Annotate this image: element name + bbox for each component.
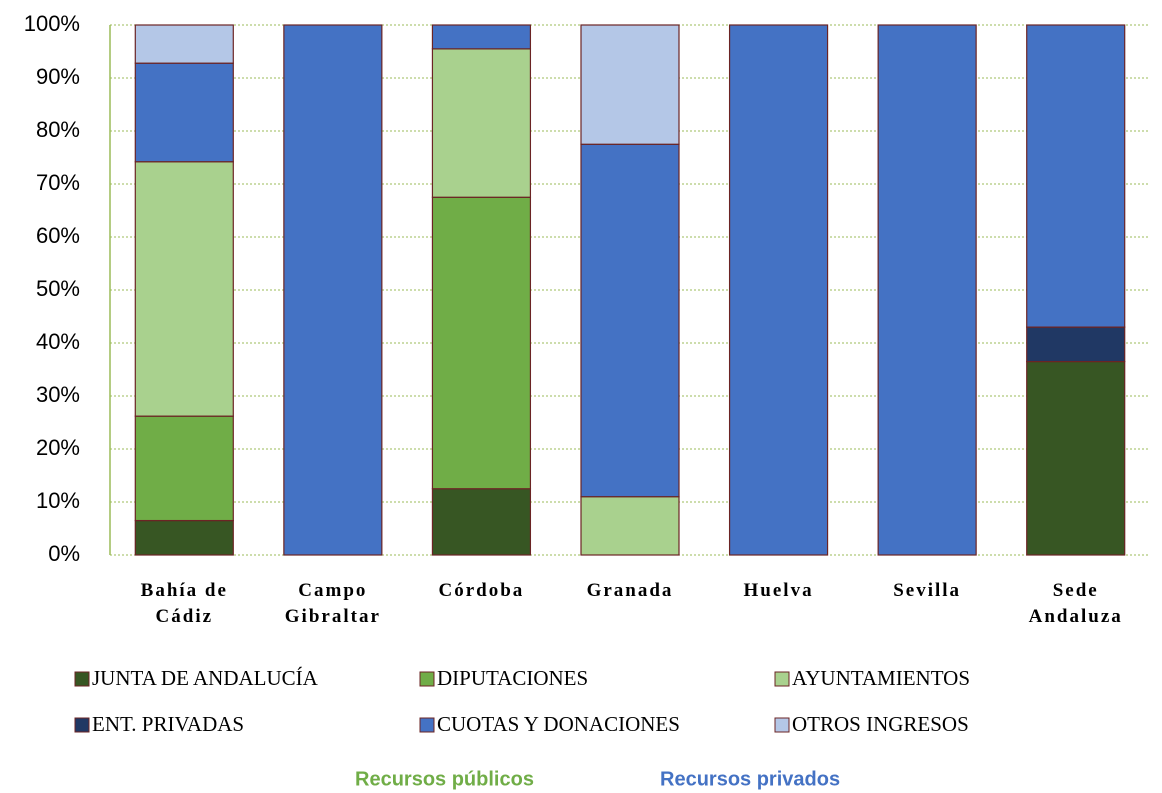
bar-segment xyxy=(1026,326,1126,363)
legend-swatch xyxy=(74,671,90,687)
y-tick-label: 80% xyxy=(36,117,80,142)
bar-segment xyxy=(1026,24,1126,328)
legend-swatch xyxy=(774,717,790,733)
x-tick-label: Huelva xyxy=(743,580,814,601)
bar-segment xyxy=(877,24,977,556)
legend-label: CUOTAS Y DONACIONES xyxy=(437,712,680,736)
legend-label: AYUNTAMIENTOS xyxy=(792,666,970,690)
legend-swatch xyxy=(419,671,435,687)
legend-label: ENT. PRIVADAS xyxy=(92,712,244,736)
bar-segment xyxy=(431,24,532,50)
x-tick-label: Sevilla xyxy=(893,580,962,601)
legend-swatch xyxy=(774,671,790,687)
bar-segment xyxy=(134,24,234,64)
bar-segment xyxy=(134,62,234,163)
bar-segment xyxy=(431,48,532,198)
bar-segment xyxy=(134,415,234,522)
x-tick-label: Bahía de Cádiz xyxy=(140,580,228,627)
y-tick-label: 100% xyxy=(24,11,80,36)
y-tick-label: 20% xyxy=(36,435,80,460)
x-tick-label: Granada xyxy=(586,580,674,601)
legend-swatch xyxy=(419,717,435,733)
legend-swatch xyxy=(74,717,90,733)
y-tick-label: 10% xyxy=(36,488,80,513)
y-tick-label: 90% xyxy=(36,64,80,89)
x-tick-label: Campo Gibraltar xyxy=(284,580,381,627)
x-tick-label: Sede Andaluza xyxy=(1028,580,1123,627)
bar-segment xyxy=(580,143,680,498)
bar-segment xyxy=(580,496,680,556)
x-tick-label: Córdoba xyxy=(438,580,525,601)
bar-segment xyxy=(431,196,532,490)
bar-segment xyxy=(728,24,829,556)
y-tick-label: 60% xyxy=(36,223,80,248)
legend-label: JUNTA DE ANDALUCÍA xyxy=(92,666,319,690)
legend-label: DIPUTACIONES xyxy=(437,666,588,690)
y-tick-label: 70% xyxy=(36,170,80,195)
bar-segment xyxy=(283,24,383,556)
legend-label: OTROS INGRESOS xyxy=(792,712,969,736)
bar-segment xyxy=(134,161,234,417)
y-tick-label: 50% xyxy=(36,276,80,301)
bar-segment xyxy=(431,488,532,556)
y-tick-label: 40% xyxy=(36,329,80,354)
bar-segment xyxy=(1026,360,1126,556)
y-tick-label: 30% xyxy=(36,382,80,407)
bar-segment xyxy=(134,519,234,556)
group-label: Recursos privados xyxy=(660,768,840,790)
group-label: Recursos públicos xyxy=(355,768,534,790)
y-tick-label: 0% xyxy=(48,541,80,566)
bar-segment xyxy=(580,24,680,145)
